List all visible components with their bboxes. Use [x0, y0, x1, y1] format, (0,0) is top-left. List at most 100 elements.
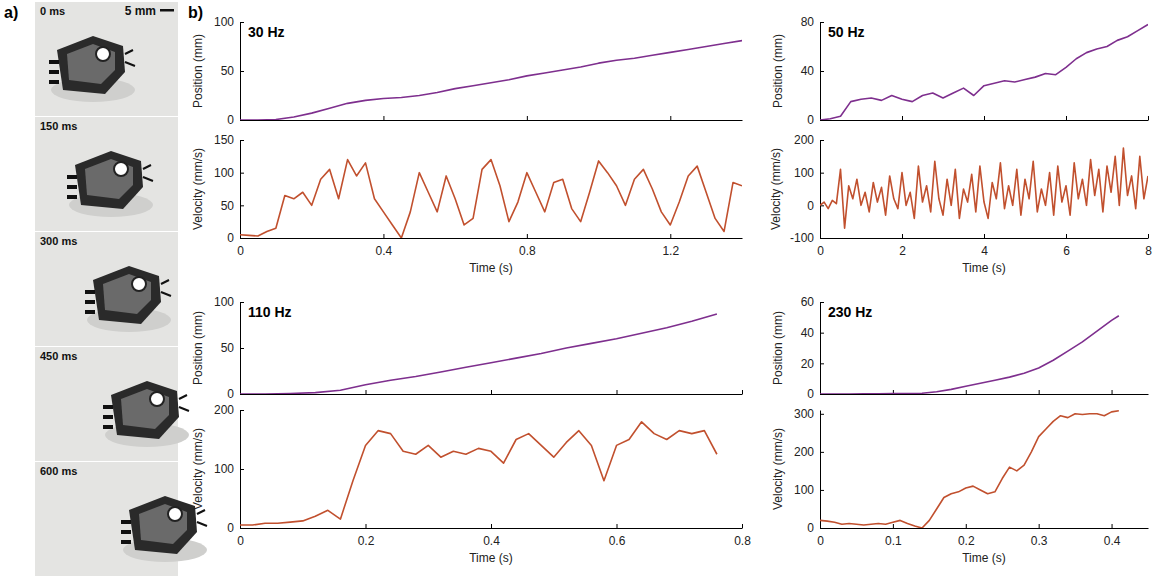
y-tick-label: 60 [801, 295, 815, 309]
x-axis-line [821, 394, 1149, 395]
x-tick [1039, 390, 1040, 394]
y-tick-label: 0 [227, 113, 234, 127]
y-axis-title: Position (mm) [191, 311, 205, 385]
y-axis-title: Velocity (mm/s) [191, 148, 205, 230]
x-tick-mark [1039, 390, 1040, 394]
y-tick: -100 [790, 231, 824, 245]
y-tick-mark [240, 410, 244, 411]
x-tick-mark [617, 390, 618, 394]
data-line [240, 314, 717, 394]
x-tick-mark [984, 116, 985, 120]
y-tick-label: 50 [221, 199, 235, 213]
x-tick-mark [893, 524, 894, 528]
frame-time: 150 ms [40, 120, 77, 132]
x-tick-label: 0 [237, 534, 244, 548]
x-tick [491, 390, 492, 394]
y-tick: 100 [214, 295, 244, 309]
robot-leg [161, 280, 171, 296]
plot-area [820, 148, 1148, 228]
y-axis-title: Velocity (mm/s) [769, 148, 783, 230]
x-tick-label: 0 [237, 244, 244, 258]
x-tick [366, 390, 367, 394]
chart: 00.20.40.60.80100200Velocity (mm/s)Time … [191, 403, 751, 565]
y-axis-title: Velocity (mm/s) [771, 428, 785, 510]
x-tick-mark [1039, 524, 1040, 528]
y-axis-line [820, 303, 821, 395]
y-tick-label: 200 [214, 403, 234, 417]
y-tick: 150 [214, 133, 244, 147]
y-tick: 200 [794, 133, 824, 147]
robot-leg [49, 60, 59, 64]
robot-leg [121, 540, 131, 544]
plot-area [240, 160, 742, 238]
x-tick-mark [527, 116, 528, 120]
figure: a)b)0 ms150 ms300 ms450 ms600 ms5 mm0501… [0, 0, 1159, 584]
y-tick: 0 [807, 199, 824, 213]
chart: 02468-1000100200Velocity (mm/s)Time (s) [769, 133, 1152, 275]
y-tick: 40 [801, 64, 824, 78]
x-tick-label: 0.3 [1031, 534, 1048, 548]
y-axis-line [240, 141, 241, 239]
plot-area [820, 316, 1119, 394]
x-tick-mark [366, 524, 367, 528]
y-tick-mark [240, 394, 244, 395]
y-axis-line [820, 141, 821, 239]
y-tick: 50 [221, 199, 244, 213]
x-axis-line [241, 528, 743, 529]
x-tick [742, 390, 743, 394]
x-tick-mark [1148, 234, 1149, 238]
x-tick-label: 4 [981, 244, 988, 258]
y-tick-mark [240, 238, 244, 239]
y-tick-label: 0 [807, 521, 814, 535]
plot-area [240, 314, 717, 394]
robot-leg [49, 80, 59, 84]
x-tick-mark [966, 390, 967, 394]
x-tick-mark [670, 116, 671, 120]
chart-title: 230 Hz [828, 304, 872, 320]
x-axis-line [241, 238, 743, 239]
robot-leg [197, 510, 207, 526]
y-tick-label: 40 [801, 326, 815, 340]
x-tick-mark [383, 116, 384, 120]
y-tick: 200 [794, 445, 824, 459]
chart: 00.40.81.2050100150Velocity (mm/s)Time (… [191, 133, 743, 275]
y-tick-label: -100 [790, 231, 814, 245]
frame-time: 300 ms [40, 235, 77, 247]
robot-frame [85, 159, 133, 199]
frame-background [35, 117, 178, 231]
y-tick-mark [240, 348, 244, 349]
robot-leg [85, 290, 95, 294]
y-tick-label: 100 [214, 462, 234, 476]
chart: 0204060230 HzPosition (mm) [771, 295, 1149, 401]
robot [67, 151, 153, 217]
x-tick-label: 0.2 [358, 534, 375, 548]
robot [49, 36, 135, 102]
y-tick: 0 [227, 521, 244, 535]
x-tick-mark [366, 390, 367, 394]
panel-label: b) [188, 4, 203, 21]
y-tick-label: 0 [807, 387, 814, 401]
y-tick-mark [820, 302, 824, 303]
x-tick-mark [670, 234, 671, 238]
chart-title: 50 Hz [828, 24, 865, 40]
robot-leg [179, 395, 189, 411]
y-tick-mark [240, 528, 244, 529]
y-tick-mark [820, 528, 824, 529]
y-axis-title: Position (mm) [771, 311, 785, 385]
x-tick-mark [1112, 390, 1113, 394]
robot-leg [103, 405, 113, 409]
x-axis-title: Time (s) [962, 261, 1006, 275]
y-axis-title: Position (mm) [191, 34, 205, 108]
x-tick-mark [1066, 116, 1067, 120]
y-tick-label: 150 [214, 133, 234, 147]
photo-frame: 150 ms [35, 117, 178, 231]
x-tick: 6 [1063, 234, 1070, 258]
chart: 05010030 HzPosition (mm) [191, 15, 743, 127]
y-tick-mark [820, 490, 824, 491]
robot-leg [85, 300, 95, 304]
frame-background [35, 232, 178, 346]
data-line [820, 148, 1148, 228]
photo-frame: 0 ms [35, 2, 178, 116]
y-tick: 0 [227, 113, 244, 127]
y-axis-title: Position (mm) [771, 34, 785, 108]
